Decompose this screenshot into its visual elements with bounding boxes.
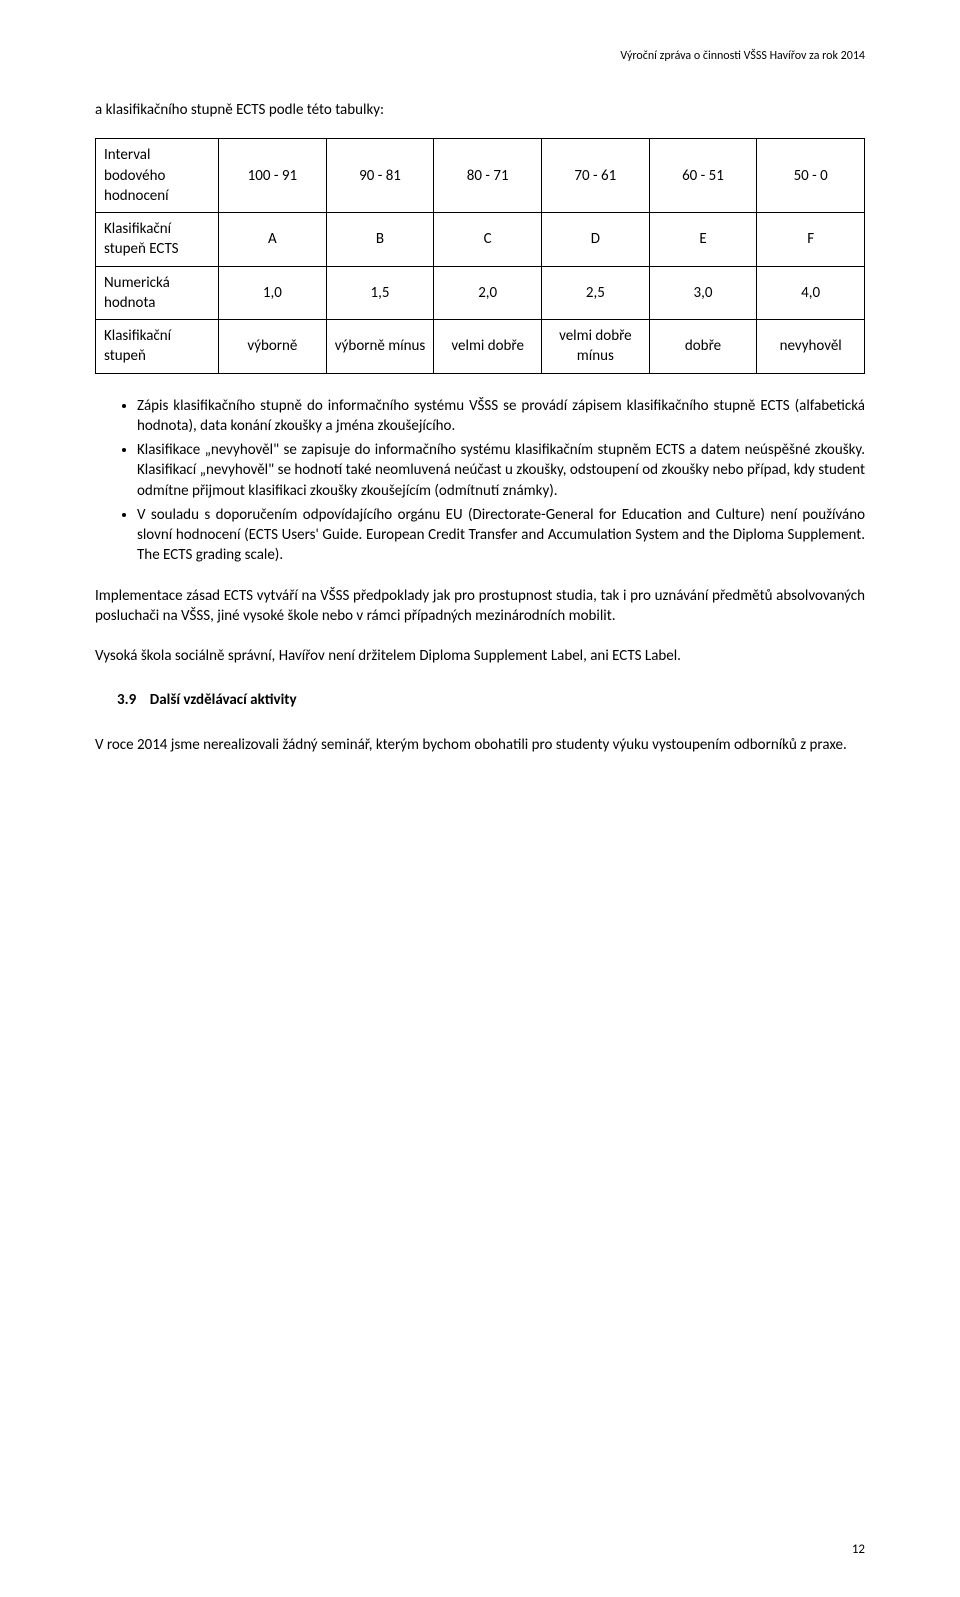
list-item: V souladu s doporučením odpovídajícího o… xyxy=(137,505,865,566)
section-title: Další vzdělávací aktivity xyxy=(150,691,297,709)
table-cell: výborně mínus xyxy=(326,320,434,374)
table-cell: 80 - 71 xyxy=(434,139,542,213)
table-cell: nevyhověl xyxy=(757,320,865,374)
table-cell: E xyxy=(649,213,757,267)
table-cell: F xyxy=(757,213,865,267)
row-label: Interval bodového hodnocení xyxy=(96,139,219,213)
table-cell: A xyxy=(219,213,327,267)
section-number: 3.9 xyxy=(117,691,136,709)
table-cell: 4,0 xyxy=(757,266,865,320)
row-label: Numerická hodnota xyxy=(96,266,219,320)
table-cell: dobře xyxy=(649,320,757,374)
page-header-text: Výroční zpráva o činnosti VŠSS Havířov z… xyxy=(95,48,865,64)
table-cell: 2,0 xyxy=(434,266,542,320)
list-item: Klasifikace „nevyhověl" se zapisuje do i… xyxy=(137,440,865,501)
row-label: Klasifikační stupeň ECTS xyxy=(96,213,219,267)
table-cell: 2,5 xyxy=(542,266,650,320)
page-number: 12 xyxy=(852,1541,865,1559)
bullet-list: Zápis klasifikačního stupně do informačn… xyxy=(95,396,865,566)
table-cell: 100 - 91 xyxy=(219,139,327,213)
table-cell: 1,5 xyxy=(326,266,434,320)
ects-table: Interval bodového hodnocení 100 - 91 90 … xyxy=(95,138,865,373)
table-cell: 50 - 0 xyxy=(757,139,865,213)
table-cell: velmi dobře mínus xyxy=(542,320,650,374)
table-row: Numerická hodnota 1,0 1,5 2,0 2,5 3,0 4,… xyxy=(96,266,865,320)
table-cell: 70 - 61 xyxy=(542,139,650,213)
paragraph-implementation: Implementace zásad ECTS vytváří na VŠSS … xyxy=(95,586,865,627)
section-heading: 3.9 Další vzdělávací aktivity xyxy=(117,690,865,710)
table-cell: 60 - 51 xyxy=(649,139,757,213)
table-row: Klasifikační stupeň ECTS A B C D E F xyxy=(96,213,865,267)
table-row: Klasifikační stupeň výborně výborně mínu… xyxy=(96,320,865,374)
list-item: Zápis klasifikačního stupně do informačn… xyxy=(137,396,865,437)
page-container: Výroční zpráva o činnosti VŠSS Havířov z… xyxy=(0,0,960,1597)
table-cell: výborně xyxy=(219,320,327,374)
intro-line: a klasifikačního stupně ECTS podle této … xyxy=(95,100,865,120)
table-cell: D xyxy=(542,213,650,267)
table-cell: 1,0 xyxy=(219,266,327,320)
table-cell: 3,0 xyxy=(649,266,757,320)
table-cell: B xyxy=(326,213,434,267)
table-cell: 90 - 81 xyxy=(326,139,434,213)
table-cell: velmi dobře xyxy=(434,320,542,374)
table-row: Interval bodového hodnocení 100 - 91 90 … xyxy=(96,139,865,213)
row-label: Klasifikační stupeň xyxy=(96,320,219,374)
paragraph-labels: Vysoká škola sociálně správní, Havířov n… xyxy=(95,646,865,666)
table-cell: C xyxy=(434,213,542,267)
section-body: V roce 2014 jsme nerealizovali žádný sem… xyxy=(95,735,865,755)
